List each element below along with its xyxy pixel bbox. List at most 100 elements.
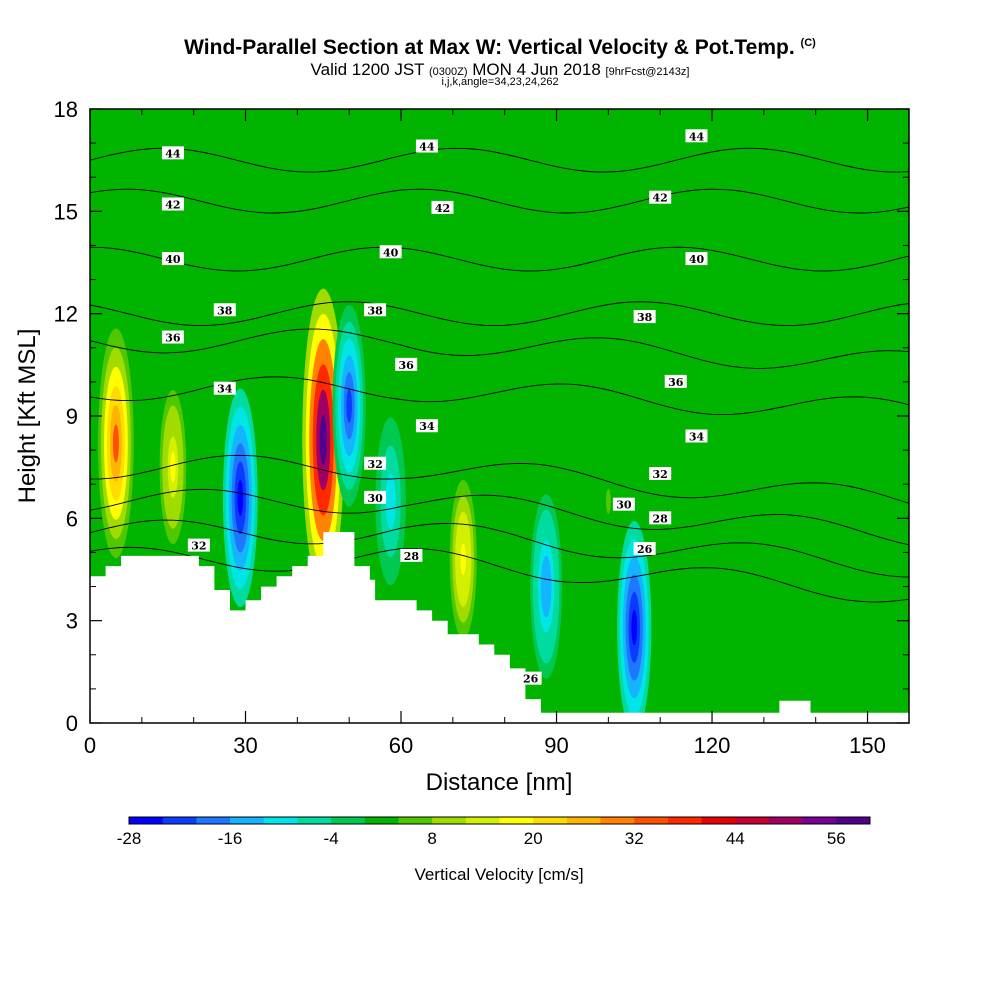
contour-label-30: 30 bbox=[367, 492, 383, 505]
y-tick-label: 0 bbox=[66, 711, 78, 736]
colorbar-tick-label: 8 bbox=[427, 829, 436, 848]
contour-label-box-32 bbox=[364, 456, 387, 470]
contour-label-40: 40 bbox=[383, 246, 399, 259]
y-tick-label: 12 bbox=[54, 302, 78, 327]
contour-label-box-42 bbox=[649, 190, 672, 204]
copyright-mark: (C) bbox=[800, 37, 816, 49]
y-tick-label: 6 bbox=[66, 506, 78, 531]
valid-time-line: Valid 1200 JST (0300Z) MON 4 Jun 2018 [9… bbox=[0, 60, 1000, 80]
colorbar-swatch bbox=[129, 817, 164, 824]
contour-label-box-30 bbox=[364, 490, 387, 504]
colorbar-swatch bbox=[667, 817, 703, 824]
contour-label-34: 34 bbox=[419, 420, 435, 433]
contour-label-36: 36 bbox=[399, 359, 415, 372]
updraft-cell-2 bbox=[319, 414, 327, 466]
isentrope-28 bbox=[90, 519, 909, 578]
colorbar-swatch bbox=[735, 817, 770, 824]
colorbar-swatch bbox=[263, 817, 298, 824]
forecast-info: [9hrFcst@2143z] bbox=[605, 66, 690, 78]
contour-label-32: 32 bbox=[191, 540, 206, 553]
isentrope-38 bbox=[90, 301, 909, 327]
contour-label-38: 38 bbox=[367, 304, 383, 317]
contour-label-box-28 bbox=[649, 511, 672, 525]
x-tick-label: 60 bbox=[389, 733, 413, 758]
x-tick-label: 90 bbox=[544, 733, 568, 758]
contour-label-40: 40 bbox=[689, 253, 705, 266]
x-tick-label: 30 bbox=[233, 733, 257, 758]
updraft-cell-4 bbox=[605, 488, 611, 514]
colorbar-swatch bbox=[836, 817, 871, 824]
contour-label-38: 38 bbox=[217, 304, 233, 317]
y-axis-title: Height [Kft MSL] bbox=[14, 329, 41, 504]
colorbar-swatch bbox=[230, 817, 265, 824]
downdraft-cell-1 bbox=[346, 388, 352, 423]
contour-label-box-38 bbox=[213, 303, 236, 317]
contour-label-box-42 bbox=[161, 197, 184, 211]
x-tick-label: 150 bbox=[849, 733, 886, 758]
contour-label-36: 36 bbox=[668, 376, 684, 389]
contour-label-44: 44 bbox=[165, 147, 181, 160]
contour-label-box-36 bbox=[161, 330, 184, 344]
chart-title-text: Wind-Parallel Section at Max W: Vertical… bbox=[184, 36, 795, 59]
colorbar-swatch bbox=[802, 817, 837, 824]
contour-label-box-44 bbox=[161, 146, 184, 160]
colorbar-swatch bbox=[701, 817, 736, 824]
valid-prefix: Valid 1200 JST bbox=[310, 60, 425, 79]
contour-label-42: 42 bbox=[435, 202, 450, 215]
contour-label-42: 42 bbox=[653, 192, 668, 205]
contour-label-box-40 bbox=[161, 252, 184, 266]
isentrope-32 bbox=[90, 454, 909, 504]
contour-label-box-36 bbox=[664, 374, 687, 388]
contour-label-44: 44 bbox=[689, 130, 705, 143]
contour-label-box-34 bbox=[415, 419, 438, 433]
contour-label-42: 42 bbox=[165, 199, 180, 212]
contour-label-box-40 bbox=[379, 245, 402, 259]
contour-label-box-42 bbox=[431, 200, 454, 214]
contour-label-box-32 bbox=[187, 538, 210, 552]
colorbar-swatch bbox=[398, 817, 433, 824]
contour-label-box-30 bbox=[612, 497, 635, 511]
x-tick-label: 0 bbox=[84, 733, 96, 758]
colorbar-swatch bbox=[364, 817, 399, 824]
isentrope-42 bbox=[90, 188, 909, 214]
updraft-cell-0 bbox=[112, 424, 119, 463]
updraft-cell-1 bbox=[170, 451, 176, 483]
x-tick-label: 120 bbox=[694, 733, 731, 758]
contour-labels: 44 44 44 42 42 42 40 40 40 38 38 38 36 36 36 34 34 34 32 32… bbox=[161, 129, 708, 686]
colorbar-swatch bbox=[465, 817, 500, 824]
y-tick-label: 9 bbox=[66, 404, 78, 429]
y-tick-label: 15 bbox=[54, 199, 78, 224]
isentrope-36 bbox=[90, 328, 909, 369]
contour-label-box-44 bbox=[415, 139, 438, 153]
contour-label-box-36 bbox=[395, 357, 418, 371]
colorbar-frame bbox=[128, 816, 871, 825]
valid-date: MON 4 Jun 2018 bbox=[472, 60, 601, 79]
contour-label-34: 34 bbox=[689, 430, 705, 443]
y-tick-label: 3 bbox=[66, 609, 78, 634]
colorbar-title: Vertical Velocity [cm/s] bbox=[414, 865, 583, 884]
isentrope-26 bbox=[90, 546, 909, 603]
colorbar-swatch bbox=[432, 817, 467, 824]
contour-label-box-38 bbox=[633, 310, 656, 324]
grid-indices: i,j,k,angle=34,23,24,262 bbox=[441, 76, 559, 88]
isentrope-44 bbox=[90, 147, 909, 173]
colorbar-swatch bbox=[331, 817, 366, 824]
contour-label-box-34 bbox=[213, 381, 236, 395]
downdraft-cell-0 bbox=[237, 479, 244, 517]
colorbar-swatch bbox=[566, 817, 602, 824]
downdraft-cell-3 bbox=[543, 571, 549, 602]
colorbar-swatch bbox=[533, 817, 568, 824]
contour-label-40: 40 bbox=[165, 253, 181, 266]
contour-label-box-28 bbox=[400, 548, 423, 562]
y-tick-label: 18 bbox=[54, 97, 78, 122]
isentrope-40 bbox=[90, 246, 909, 272]
x-axis-title: Distance [nm] bbox=[426, 769, 573, 796]
contour-label-32: 32 bbox=[653, 468, 668, 481]
contour-label-box-40 bbox=[685, 252, 708, 266]
colorbar-tick-label: -4 bbox=[324, 829, 339, 848]
potential-temperature-contours bbox=[90, 147, 909, 603]
colorbar-swatch bbox=[196, 817, 231, 824]
contour-label-30: 30 bbox=[616, 499, 632, 512]
